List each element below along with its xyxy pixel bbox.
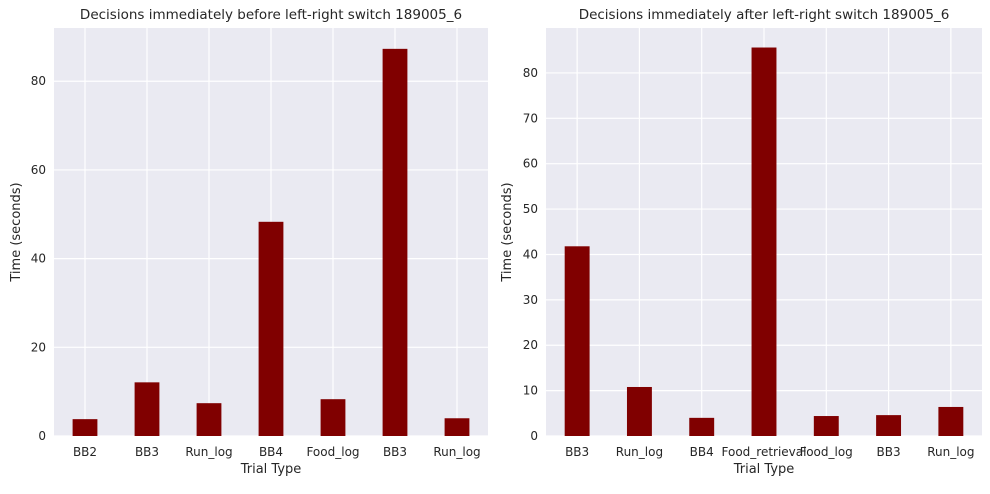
y-tick-label: 80 bbox=[31, 74, 46, 88]
x-tick-label: BB2 bbox=[73, 445, 97, 459]
chart-title: Decisions immediately before left-right … bbox=[80, 7, 462, 23]
y-tick-label: 40 bbox=[31, 252, 46, 266]
x-tick-label: Food_log bbox=[800, 445, 853, 459]
chart-title: Decisions immediately after left-right s… bbox=[579, 7, 950, 23]
chart-before-switch: 0 20 40 60 80 BB2 BB3 Run_log BB4 Food_log BB3 Run_… bbox=[9, 7, 488, 477]
y-tick-label: 20 bbox=[523, 338, 538, 352]
x-tick-label: BB4 bbox=[690, 445, 714, 459]
chart-after-switch: 0 10 20 30 40 50 60 70 80 BB3 Run_log BB4 Food_retri… bbox=[500, 7, 982, 477]
bar bbox=[196, 403, 222, 436]
bar bbox=[134, 382, 160, 436]
x-tick-label: BB3 bbox=[565, 445, 589, 459]
y-tick-label: 0 bbox=[38, 429, 46, 443]
bar bbox=[876, 415, 902, 436]
x-tick-label: Run_log bbox=[433, 445, 480, 459]
y-tick-label: 20 bbox=[31, 340, 46, 354]
bar bbox=[564, 246, 590, 436]
y-tick-label: 40 bbox=[523, 247, 538, 261]
bar bbox=[72, 419, 98, 436]
x-tick-label: BB3 bbox=[383, 445, 407, 459]
x-tick-label: Food_retrieval bbox=[722, 445, 807, 459]
y-tick-label: 70 bbox=[523, 111, 538, 125]
bar bbox=[320, 399, 346, 436]
y-tick-label: 50 bbox=[523, 202, 538, 216]
y-tick-label: 10 bbox=[523, 384, 538, 398]
bar bbox=[813, 416, 839, 436]
bar bbox=[689, 417, 715, 436]
y-tick-label: 30 bbox=[523, 293, 538, 307]
x-tick-label: BB4 bbox=[259, 445, 283, 459]
bar bbox=[258, 221, 284, 436]
x-tick-label: Food_log bbox=[306, 445, 359, 459]
bar bbox=[938, 406, 964, 436]
x-tick-label: BB3 bbox=[877, 445, 901, 459]
y-tick-label: 60 bbox=[523, 157, 538, 171]
x-tick-label: Run_log bbox=[616, 445, 663, 459]
x-axis-label: Trial Type bbox=[240, 462, 302, 477]
y-tick-label: 60 bbox=[31, 163, 46, 177]
y-axis-label: Time (seconds) bbox=[9, 182, 24, 282]
x-axis-label: Trial Type bbox=[733, 462, 795, 477]
x-tick-label: Run_log bbox=[185, 445, 232, 459]
bar bbox=[382, 48, 408, 437]
x-tick-label: BB3 bbox=[135, 445, 159, 459]
bar bbox=[626, 386, 652, 436]
y-tick-label: 80 bbox=[523, 66, 538, 80]
bar bbox=[751, 47, 777, 437]
y-tick-label: 0 bbox=[530, 429, 538, 443]
x-tick-label: Run_log bbox=[927, 445, 974, 459]
bar bbox=[444, 418, 470, 436]
y-axis-label: Time (seconds) bbox=[500, 182, 515, 282]
